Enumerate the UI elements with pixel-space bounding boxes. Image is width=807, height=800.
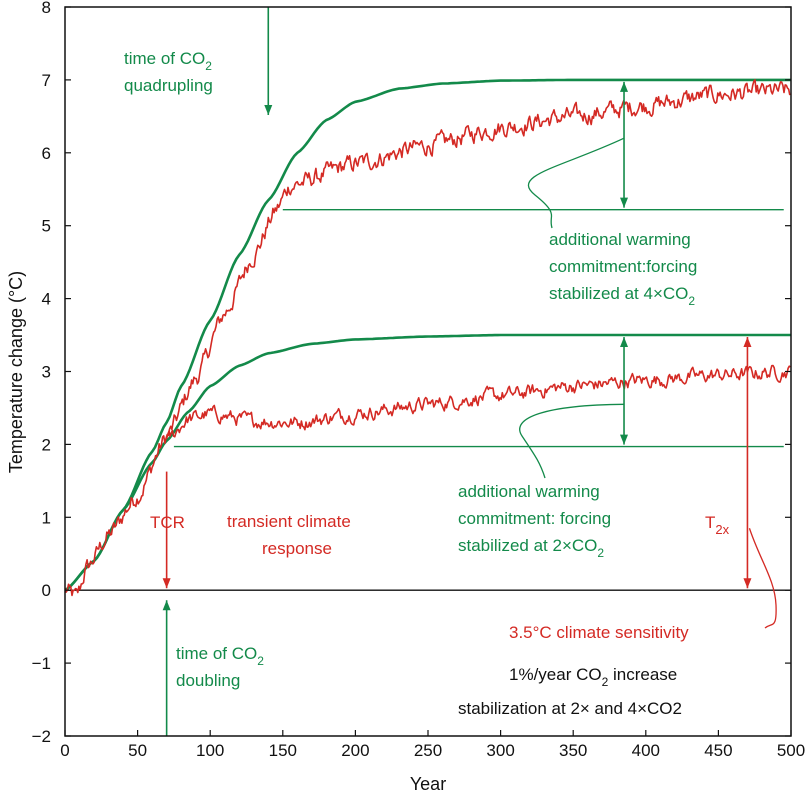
axis-ticks: 0 50 100 150 200 250 300 350 400 450 500 −2 −1 0 1 2 3 4 5…: [32, 0, 806, 760]
x-tick-label-200: 200: [341, 741, 369, 760]
event-marker-quadrupling-head: [264, 105, 273, 115]
x-tick-label-150: 150: [269, 741, 297, 760]
series-0: [65, 78, 791, 592]
y-tick-label-2: 0: [42, 581, 51, 600]
annotation-transient-line2: response: [262, 539, 332, 558]
y-tick-label-10: 8: [42, 0, 51, 17]
x-tick-label-100: 100: [196, 741, 224, 760]
annotation-tcr: TCR: [150, 513, 185, 532]
annotation-time-quadrupling: time of CO2 quadrupling: [124, 49, 213, 95]
warming-4x-arrow-head: [620, 197, 629, 208]
annotation-doubling-line2: doubling: [176, 671, 240, 690]
y-tick-label-9: 7: [42, 71, 51, 90]
x-tick-label-400: 400: [632, 741, 660, 760]
t2x-arrow-head: [743, 578, 752, 589]
x-tick-label-0: 0: [60, 741, 69, 760]
t2x-arrow-head: [743, 337, 752, 348]
annotation-warming-4x-line2: commitment:forcing: [549, 257, 697, 276]
annotation-doubling-line1: time of CO2: [176, 644, 264, 668]
y-tick-label-6: 4: [42, 290, 51, 309]
y-tick-label-3: 1: [42, 508, 51, 527]
x-tick-label-300: 300: [486, 741, 514, 760]
annotation-warming-4x-line3: stabilized at 4×CO2: [549, 284, 695, 308]
y-tick-label-7: 5: [42, 217, 51, 236]
annotation-t2x: T2x: [705, 513, 730, 537]
y-tick-label-1: −1: [32, 654, 51, 673]
tcr-arrow-head: [162, 578, 171, 589]
series-3: [165, 364, 791, 440]
annotation-warming-2x-line2: commitment: forcing: [458, 509, 611, 528]
y-axis-title: Temperature change (°C): [6, 271, 26, 473]
arrow-layer: [162, 7, 777, 736]
annotation-warming-2x-line3: stabilized at 2×CO2: [458, 536, 604, 560]
warming-2x-arrow-head: [620, 434, 629, 445]
annotation-warming-4x: additional warming commitment:forcing st…: [549, 230, 697, 308]
annotation-climate-sensitivity: 3.5°C climate sensitivity: [509, 623, 689, 642]
event-marker-doubling-head: [162, 600, 171, 611]
annotation-quadrupling-line1: time of CO2: [124, 49, 212, 73]
x-tick-label-250: 250: [414, 741, 442, 760]
y-tick-label-0: −2: [32, 727, 51, 746]
x-axis-title: Year: [410, 774, 446, 794]
annotation-warming-2x: additional warming commitment: forcing s…: [458, 482, 611, 560]
y-tick-label-8: 6: [42, 144, 51, 163]
x-tick-label-50: 50: [128, 741, 147, 760]
series-2: [65, 79, 791, 597]
warming-2x-arrow-head: [620, 337, 629, 348]
annotation-scenario-line1: 1%/year CO2 increase: [509, 665, 677, 689]
series-1: [65, 333, 791, 592]
annotation-quadrupling-line2: quadrupling: [124, 76, 213, 95]
leader-warming-4x: [527, 137, 625, 229]
leader-sensitivity: [748, 528, 777, 629]
y-tick-label-4: 2: [42, 435, 51, 454]
annotation-time-doubling: time of CO2 doubling: [176, 644, 264, 690]
warming-4x-arrow-head: [620, 81, 629, 92]
x-tick-label-350: 350: [559, 741, 587, 760]
x-tick-label-500: 500: [777, 741, 805, 760]
leader-warming-2x: [519, 403, 625, 479]
x-tick-label-450: 450: [704, 741, 732, 760]
series-layer: [65, 78, 791, 597]
annotation-warming-4x-line1: additional warming: [549, 230, 691, 249]
annotation-transient-line1: transient climate: [227, 512, 351, 531]
annotation-warming-2x-line1: additional warming: [458, 482, 600, 501]
y-tick-label-5: 3: [42, 363, 51, 382]
annotation-scenario-line2: stabilization at 2× and 4×CO2: [458, 699, 682, 718]
